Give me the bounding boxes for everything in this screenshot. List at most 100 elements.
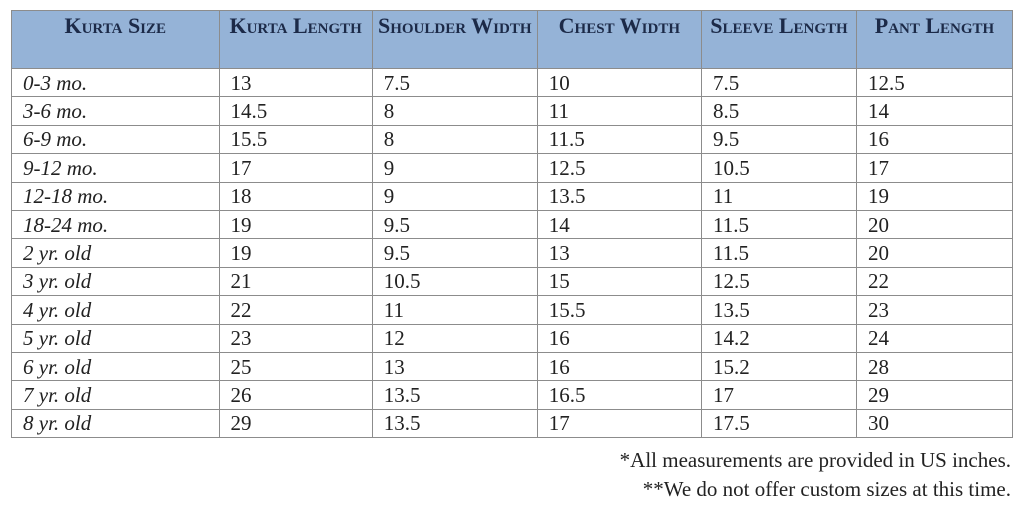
- size-cell: 18-24 mo.: [11, 209, 220, 240]
- measurement-cell: 13.5: [371, 380, 538, 410]
- table-row: 3 yr. old 21 10.5 15 12.5 22: [11, 266, 1013, 297]
- measurement-cell: 26: [218, 380, 373, 410]
- footnotes: *All measurements are provided in US inc…: [620, 446, 1011, 504]
- measurement-cell: 14: [536, 209, 702, 240]
- measurement-cell: 15: [536, 266, 702, 297]
- table-row: 0-3 mo. 13 7.5 10 7.5 12.5: [11, 67, 1013, 98]
- measurement-cell: 15.5: [218, 124, 373, 155]
- header-row: Kurta Size Kurta Length Shoulder Width Ches…: [11, 10, 1013, 69]
- footnote-units: *All measurements are provided in US inc…: [619, 448, 1011, 472]
- table-row: 4 yr. old 22 11 15.5 13.5 23: [11, 295, 1013, 325]
- footnote-custom-sizes: **We do not offer custom sizes at this t…: [642, 477, 1011, 501]
- size-cell: 3 yr. old: [11, 266, 220, 297]
- measurement-cell: 14.2: [700, 323, 858, 353]
- table-row: 6 yr. old 25 13 16 15.2 28: [11, 351, 1013, 382]
- table-row: 5 yr. old 23 12 16 14.2 24: [11, 323, 1013, 353]
- measurement-cell: 10.5: [700, 153, 858, 183]
- measurement-cell: 30: [856, 408, 1013, 439]
- table-row: 6-9 mo. 15.5 8 11.5 9.5 16: [11, 124, 1013, 155]
- measurement-cell: 17: [856, 153, 1013, 183]
- measurement-cell: 9.5: [371, 238, 538, 268]
- size-cell: 5 yr. old: [11, 323, 220, 353]
- measurement-cell: 20: [856, 238, 1013, 268]
- size-cell: 9-12 mo.: [11, 153, 220, 183]
- measurement-cell: 8: [371, 124, 538, 155]
- measurement-cell: 12: [371, 323, 538, 353]
- measurement-cell: 11.5: [700, 238, 858, 268]
- size-cell: 12-18 mo.: [11, 181, 220, 211]
- measurement-cell: 7.5: [371, 67, 538, 98]
- measurement-cell: 18: [218, 181, 373, 211]
- table-row: 18-24 mo. 19 9.5 14 11.5 20: [11, 209, 1013, 240]
- measurement-cell: 24: [856, 323, 1013, 353]
- measurement-cell: 20: [856, 209, 1013, 240]
- table-row: 9-12 mo. 17 9 12.5 10.5 17: [11, 153, 1013, 183]
- measurement-cell: 11: [371, 295, 538, 325]
- measurement-cell: 23: [218, 323, 373, 353]
- measurement-cell: 23: [856, 295, 1013, 325]
- table-row: 3-6 mo. 14.5 8 11 8.5 14: [11, 96, 1013, 126]
- measurement-cell: 14.5: [218, 96, 373, 126]
- measurement-cell: 29: [218, 408, 373, 439]
- measurement-cell: 9: [371, 153, 538, 183]
- table-row: 8 yr. old 29 13.5 17 17.5 30: [11, 408, 1013, 439]
- size-chart-table: Kurta Size Kurta Length Shoulder Width Ches…: [11, 10, 1013, 439]
- table-row: 7 yr. old 26 13.5 16.5 17 29: [11, 380, 1013, 410]
- measurement-cell: 19: [218, 209, 373, 240]
- measurement-cell: 17.5: [700, 408, 858, 439]
- size-cell: 0-3 mo.: [11, 67, 220, 98]
- measurement-cell: 9.5: [371, 209, 538, 240]
- size-cell: 3-6 mo.: [11, 96, 220, 126]
- size-cell: 4 yr. old: [11, 295, 220, 325]
- measurement-cell: 14: [856, 96, 1013, 126]
- measurement-cell: 25: [218, 351, 373, 382]
- measurement-cell: 17: [536, 408, 702, 439]
- measurement-cell: 13: [371, 351, 538, 382]
- measurement-cell: 11.5: [700, 209, 858, 240]
- measurement-cell: 13.5: [536, 181, 702, 211]
- measurement-cell: 16.5: [536, 380, 702, 410]
- measurement-cell: 8: [371, 96, 538, 126]
- column-header: Shoulder Width: [371, 10, 538, 69]
- measurement-cell: 12.5: [700, 266, 858, 297]
- measurement-cell: 9: [371, 181, 538, 211]
- measurement-cell: 22: [856, 266, 1013, 297]
- column-header: Chest Width: [536, 10, 702, 69]
- size-cell: 7 yr. old: [11, 380, 220, 410]
- measurement-cell: 12.5: [536, 153, 702, 183]
- measurement-cell: 7.5: [700, 67, 858, 98]
- measurement-cell: 16: [536, 323, 702, 353]
- measurement-cell: 13: [536, 238, 702, 268]
- size-cell: 6-9 mo.: [11, 124, 220, 155]
- measurement-cell: 21: [218, 266, 373, 297]
- measurement-cell: 19: [218, 238, 373, 268]
- column-header: Sleeve Length: [700, 10, 858, 69]
- measurement-cell: 15.2: [700, 351, 858, 382]
- table-row: 2 yr. old 19 9.5 13 11.5 20: [11, 238, 1013, 268]
- measurement-cell: 19: [856, 181, 1013, 211]
- measurement-cell: 17: [218, 153, 373, 183]
- column-header: Pant Length: [856, 10, 1013, 69]
- measurement-cell: 13: [218, 67, 373, 98]
- measurement-cell: 11.5: [536, 124, 702, 155]
- column-header: Kurta Length: [218, 10, 373, 69]
- size-cell: 2 yr. old: [11, 238, 220, 268]
- measurement-cell: 10: [536, 67, 702, 98]
- measurement-cell: 10.5: [371, 266, 538, 297]
- measurement-cell: 11: [700, 181, 858, 211]
- measurement-cell: 16: [536, 351, 702, 382]
- measurement-cell: 8.5: [700, 96, 858, 126]
- measurement-cell: 29: [856, 380, 1013, 410]
- measurement-cell: 17: [700, 380, 858, 410]
- column-header: Kurta Size: [11, 10, 220, 69]
- measurement-cell: 12.5: [856, 67, 1013, 98]
- size-cell: 6 yr. old: [11, 351, 220, 382]
- measurement-cell: 28: [856, 351, 1013, 382]
- measurement-cell: 16: [856, 124, 1013, 155]
- table-row: 12-18 mo. 18 9 13.5 11 19: [11, 181, 1013, 211]
- measurement-cell: 15.5: [536, 295, 702, 325]
- size-cell: 8 yr. old: [11, 408, 220, 439]
- measurement-cell: 11: [536, 96, 702, 126]
- measurement-cell: 22: [218, 295, 373, 325]
- measurement-cell: 13.5: [700, 295, 858, 325]
